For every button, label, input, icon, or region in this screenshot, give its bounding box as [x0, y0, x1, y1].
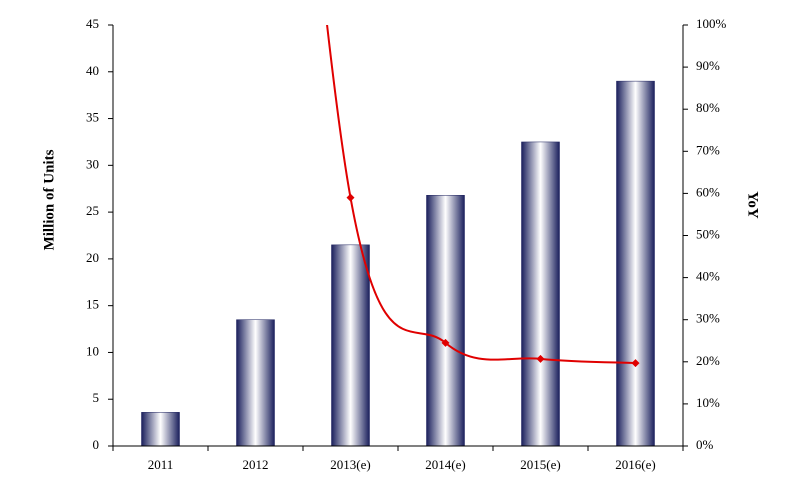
y-tick-label: 30 — [86, 156, 99, 171]
y2-tick-label: 50% — [696, 226, 720, 241]
marker — [536, 354, 545, 363]
y2-tick-label: 20% — [696, 353, 720, 368]
y2-tick-label: 60% — [696, 184, 720, 199]
y2-tick-label: 40% — [696, 269, 720, 284]
y2-axis-label: YoY — [745, 191, 761, 219]
marker — [631, 359, 640, 368]
y-tick-label: 5 — [93, 390, 100, 405]
x-tick-label: 2013(e) — [330, 457, 370, 472]
bar — [331, 244, 370, 447]
line-group — [326, 25, 640, 368]
marker — [441, 338, 450, 347]
x-tick-label: 2015(e) — [520, 457, 560, 472]
bar — [426, 195, 465, 447]
y-tick-label: 15 — [86, 297, 99, 312]
y2-tick-label: 0% — [696, 437, 714, 452]
y-tick-label: 40 — [86, 63, 99, 78]
y-tick-label: 0 — [93, 437, 100, 452]
y2-tick-label: 30% — [696, 311, 720, 326]
bar — [521, 141, 560, 447]
x-tick-label: 2014(e) — [425, 457, 465, 472]
bar — [141, 412, 180, 447]
x-tick-label: 2016(e) — [615, 457, 655, 472]
y2-tick-label: 80% — [696, 100, 720, 115]
bar — [616, 80, 655, 447]
bar — [236, 319, 275, 447]
y-tick-label: 10 — [86, 343, 99, 358]
x-tick-label: 2012 — [243, 457, 269, 472]
y2-tick-label: 10% — [696, 395, 720, 410]
y-tick-label: 25 — [86, 203, 99, 218]
marker — [346, 193, 355, 202]
y-tick-label: 45 — [86, 16, 99, 31]
y-tick-label: 20 — [86, 250, 99, 265]
y2-tick-label: 90% — [696, 58, 720, 73]
y-axis-label: Million of Units — [41, 149, 57, 250]
y2-tick-label: 100% — [696, 16, 727, 31]
y2-tick-label: 70% — [696, 142, 720, 157]
y-tick-label: 35 — [86, 110, 99, 125]
x-tick-label: 2011 — [148, 457, 174, 472]
